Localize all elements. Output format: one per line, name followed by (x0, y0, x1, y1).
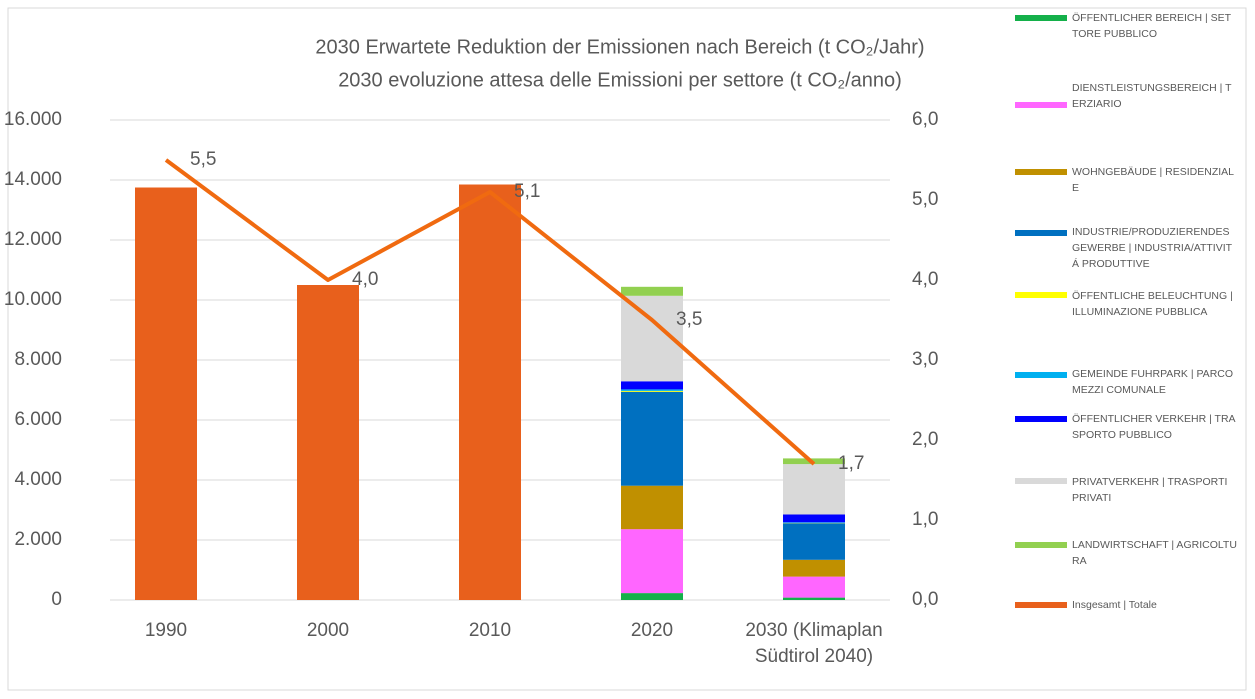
bar-segment (783, 464, 845, 515)
chart-border (7, 7, 1247, 691)
bar-segment (783, 559, 845, 577)
bar-segment (621, 391, 683, 486)
bar-segment (621, 381, 683, 390)
y-tick-label: 0 (51, 589, 62, 610)
bar-segment (783, 514, 845, 523)
data-label: 3,5 (676, 309, 702, 330)
legend-swatch (1015, 478, 1067, 484)
legend-label: INDUSTRIE/PRODUZIERENDES GEWERBE | INDUS… (1072, 226, 1233, 270)
y2-tick-label: 4,0 (912, 269, 938, 290)
bar-segment (621, 389, 683, 391)
data-label: 1,7 (838, 453, 864, 474)
bar-segment (297, 285, 359, 600)
x-tick-label: 2020 (630, 620, 674, 641)
legend-label: ÖFFENTLICHE BELEUCHTUNG | ILLUMINAZIONE … (1072, 290, 1233, 318)
legend-swatch (1015, 230, 1067, 236)
y2-tick-label: 0,0 (912, 589, 938, 610)
legend-swatch (1015, 292, 1067, 298)
data-label: 4,0 (352, 269, 378, 290)
legend-swatch (1015, 169, 1067, 175)
bar-segment (621, 485, 683, 530)
y-tick-label: 16.000 (4, 109, 62, 130)
bar-segment (783, 597, 845, 600)
data-label: 5,5 (190, 149, 216, 170)
bar-segment (783, 523, 845, 560)
legend-label: ÖFFENTLICHER VERKEHR | TRASPORTO PUBBLIC… (1072, 413, 1236, 441)
bar-segment (621, 286, 683, 296)
legend-swatch (1015, 15, 1067, 21)
x-tick-label: 2000 (306, 620, 350, 641)
legend-swatch (1015, 416, 1067, 422)
x-tick-label: 2030 (Klimaplan Südtirol 2040) (745, 620, 883, 667)
bar-segment (783, 522, 845, 523)
y2-tick-label: 2,0 (912, 429, 938, 450)
legend-swatch (1015, 542, 1067, 548)
bar-segment (621, 390, 683, 392)
y2-tick-label: 6,0 (912, 109, 938, 130)
legend-label: WOHNGEBÄUDE | RESIDENZIALE (1072, 166, 1235, 194)
legend-label: PRIVATVERKEHR | TRASPORTI PRIVATI (1072, 476, 1228, 504)
y2-tick-label: 5,0 (912, 189, 938, 210)
line (164, 158, 816, 466)
data-label: 5,1 (514, 181, 540, 202)
y-tick-label: 14.000 (4, 169, 62, 190)
bar-segment (783, 576, 845, 598)
chart-title: 2030 Erwartete Reduktion der Emissionen … (315, 36, 924, 58)
x-tick-label: 1990 (144, 620, 188, 641)
bar-segment (459, 184, 521, 600)
legend-swatch (1015, 102, 1067, 108)
bar-segment (621, 529, 683, 594)
x-tick-label: 2010 (468, 620, 512, 641)
y-tick-label: 4.000 (14, 469, 62, 490)
bar-segment (621, 593, 683, 600)
legend-label: Insgesamt | Totale (1072, 599, 1157, 611)
legend-label: DIENSTLEISTUNGSBEREICH | TERZIARIO (1072, 82, 1232, 110)
y-tick-label: 12.000 (4, 229, 62, 250)
legend-label: GEMEINDE FUHRPARK | PARCO MEZZI COMUNALE (1072, 368, 1234, 396)
legend-swatch (1015, 372, 1067, 378)
legend-label: ÖFFENTLICHER BEREICH | SETTORE PUBBLICO (1072, 12, 1232, 40)
legend-swatch (1015, 602, 1067, 608)
y-tick-label: 2.000 (14, 529, 62, 550)
legend-label: LANDWIRTSCHAFT | AGRICOLTURA (1072, 539, 1237, 567)
y2-tick-label: 1,0 (912, 509, 938, 530)
y2-tick-label: 3,0 (912, 349, 938, 370)
bar-segment (783, 458, 845, 465)
y-tick-label: 6.000 (14, 409, 62, 430)
y-tick-label: 10.000 (4, 289, 62, 310)
bar-segment (135, 187, 197, 600)
chart-subtitle: 2030 evoluzione attesa delle Emissioni p… (338, 69, 902, 91)
y-tick-label: 8.000 (14, 349, 62, 370)
